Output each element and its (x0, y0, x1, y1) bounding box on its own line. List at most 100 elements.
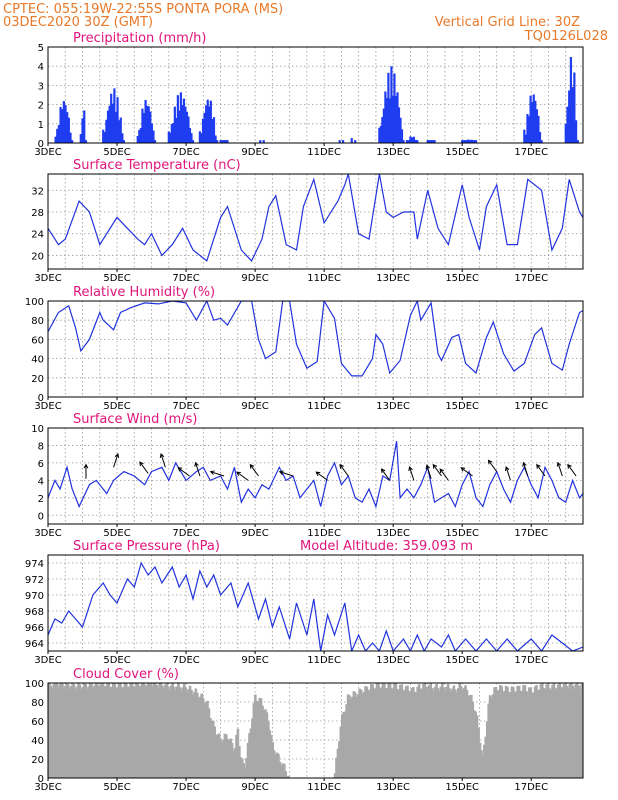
wind-arrow (339, 463, 349, 477)
y-tick-label: 4 (38, 62, 44, 73)
precip-bar (172, 123, 175, 143)
cloud-bar (338, 741, 341, 778)
precip-bar (405, 140, 409, 143)
panel-title: Cloud Cover (%) (73, 667, 179, 682)
precip-bar (191, 140, 195, 143)
cloud-bar (62, 688, 66, 778)
precip-bar (566, 106, 569, 143)
x-tick-label: 3DEC (34, 655, 61, 666)
cloud-bar (545, 684, 548, 778)
cloud-bar (58, 684, 61, 778)
cloud-bar (239, 757, 243, 778)
cloud-bar (471, 701, 475, 778)
plot-frame (47, 46, 584, 144)
panel-4: 964 966 968 970 972 974 3DEC 5DEC 7DEC 9DEC 11DEC 1… (25, 539, 584, 666)
cloud-bar (577, 685, 580, 778)
cloud-bar (190, 689, 193, 778)
x-tick-label: 15DEC (445, 401, 479, 412)
x-tick-label: 17DEC (514, 147, 548, 158)
x-tick-label: 13DEC (376, 655, 410, 666)
cloud-bar (222, 739, 225, 778)
panel-1: 20 24 28 32 3DEC 5DEC 7DEC 9DEC 11DEC 13DEC 15DEC 1… (31, 158, 584, 284)
cloud-bar (191, 694, 195, 778)
cloud-bar (169, 685, 173, 778)
precip-bar (59, 106, 62, 143)
cloud-bar (385, 688, 389, 778)
cloud-bar (219, 738, 222, 778)
cloud-bar (269, 735, 273, 778)
cloud-bar (362, 691, 366, 778)
cloud-bar (501, 691, 505, 778)
x-tick-label: 15DEC (445, 273, 479, 284)
y-tick-label: 80 (31, 316, 44, 327)
x-tick-label: 9DEC (241, 782, 268, 793)
precip-bar (381, 117, 384, 143)
cloud-bar (61, 683, 64, 778)
wind-arrow (177, 467, 190, 477)
cloud-bar (397, 689, 401, 778)
cloud-bar (478, 742, 482, 778)
precip-bar (211, 119, 214, 143)
precip-bar (259, 140, 262, 143)
precip-bar (83, 110, 86, 143)
cloud-bar (267, 721, 270, 778)
precip-bar (431, 140, 434, 143)
precip-bar (188, 128, 192, 143)
cloud-bar (114, 687, 118, 778)
precip-bar (79, 134, 82, 143)
cloud-bar (339, 726, 343, 778)
x-tick-label: 17DEC (514, 401, 548, 412)
y-tick-label: 3 (38, 81, 44, 92)
cloud-bar (343, 711, 347, 778)
series-line (48, 174, 583, 262)
cloud-bar (120, 687, 124, 778)
cloud-bar (387, 683, 390, 778)
cloud-bar (185, 692, 189, 778)
precip-bar (226, 140, 229, 143)
cloud-bar (107, 683, 111, 778)
y-tick-label: 40 (31, 355, 44, 366)
cloud-bar (403, 691, 406, 778)
cloud-bar (113, 683, 116, 778)
cloud-bar (487, 703, 491, 778)
x-tick-label: 15DEC (445, 655, 479, 666)
cloud-bar (398, 684, 402, 778)
cloud-bar (446, 683, 450, 778)
cloud-bar (393, 683, 396, 778)
precip-bar (396, 92, 399, 143)
wind-arrow (194, 461, 201, 477)
cloud-bar (69, 686, 73, 778)
cloud-bar (468, 695, 472, 778)
cloud-bar (349, 699, 353, 778)
precip-bar (384, 91, 387, 143)
cloud-bar (522, 685, 525, 778)
x-tick-label: 11DEC (307, 401, 341, 412)
precip-bar (146, 105, 149, 143)
cloud-bar (485, 721, 489, 778)
cloud-bar (274, 754, 277, 778)
precip-bar (564, 124, 567, 143)
cloud-bar (568, 684, 572, 778)
x-tick-label: 13DEC (376, 528, 410, 539)
precip-bar (108, 105, 111, 143)
cloud-bar (56, 687, 60, 778)
y-tick-label: 60 (31, 335, 44, 346)
cloud-bar (578, 688, 582, 778)
precip-bar (569, 57, 573, 143)
cloud-bar (245, 758, 248, 778)
cloud-bar (497, 689, 501, 778)
precip-bar (209, 100, 212, 143)
precip-bar (102, 129, 105, 143)
x-tick-label: 9DEC (241, 655, 268, 666)
cloud-bar (80, 689, 83, 778)
precip-bar (465, 140, 468, 143)
cloud-bar (197, 698, 201, 778)
precip-bar (382, 108, 385, 143)
wind-arrow (439, 468, 449, 481)
y-tick-label: 968 (25, 607, 44, 618)
cloud-bar (187, 689, 190, 778)
cloud-bar (509, 691, 512, 778)
cloud-bar (503, 690, 506, 778)
cloud-bar (516, 685, 519, 778)
precip-bar (139, 127, 142, 143)
